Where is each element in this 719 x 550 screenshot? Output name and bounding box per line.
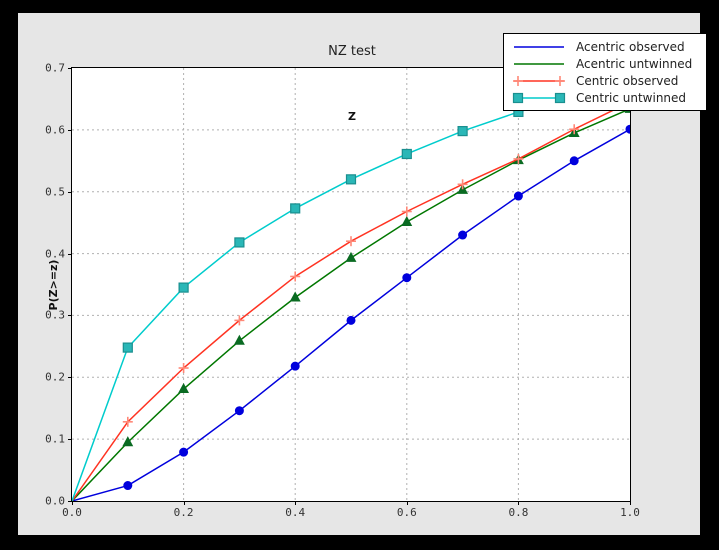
y-tick-mark	[68, 439, 72, 441]
x-tick-label: 0.8	[508, 506, 529, 519]
matplotlib-figure: NZ test P(Z>=z) Z 0.0 0.1 0.2 0.3 0.4 0.5 0.6 0…	[18, 13, 707, 535]
y-tick-label: 0.1	[45, 432, 65, 446]
legend-item-0[interactable]: Acentric observed	[510, 38, 700, 55]
y-tick-label: 0.3	[45, 308, 65, 322]
series-3	[72, 77, 630, 501]
y-axis-label: P(Z>=z)	[46, 259, 60, 310]
chart-legend: Acentric observed Acentric untwinned Centr…	[503, 33, 707, 111]
x-tick-label: 0.0	[62, 506, 82, 519]
y-tick-label: 0.7	[45, 61, 65, 75]
series-1	[72, 102, 630, 501]
legend-label: Acentric untwinned	[576, 56, 693, 71]
legend-swatch-circle-icon	[510, 39, 568, 55]
series-0	[72, 124, 630, 501]
x-tick-label: 0.2	[173, 506, 194, 519]
x-tick-mark	[518, 501, 520, 505]
y-tick-mark	[68, 377, 72, 379]
y-tick-mark	[68, 129, 72, 131]
legend-swatch-plus-icon	[510, 73, 568, 89]
legend-swatch-triangle-icon	[510, 56, 568, 72]
x-tick-mark	[406, 501, 408, 505]
legend-label: Acentric observed	[576, 39, 685, 54]
x-tick-mark	[630, 501, 631, 505]
legend-item-1[interactable]: Acentric untwinned	[510, 55, 700, 72]
y-tick-label: 0.2	[45, 370, 65, 384]
y-tick-mark	[68, 253, 72, 255]
x-tick-label: 0.4	[285, 506, 306, 519]
y-tick-label: 0.0	[45, 494, 65, 508]
y-tick-label: 0.4	[45, 247, 65, 261]
y-tick-mark	[68, 501, 72, 502]
legend-label: Centric observed	[576, 73, 679, 88]
plot-axes: NZ test P(Z>=z) Z 0.0 0.1 0.2 0.3 0.4 0.5 0.6 0…	[45, 44, 640, 519]
y-tick-label: 0.6	[45, 123, 65, 137]
legend-swatch-square-icon	[510, 90, 568, 106]
x-tick-mark	[295, 501, 297, 505]
series-2	[72, 97, 630, 501]
y-tick-mark	[68, 191, 72, 193]
legend-item-3[interactable]: Centric untwinned	[510, 89, 700, 106]
legend-label: Centric untwinned	[576, 90, 687, 105]
y-tick-label: 0.5	[45, 185, 65, 199]
y-tick-mark	[68, 315, 72, 317]
gridlines	[72, 68, 630, 501]
x-tick-label: 0.6	[396, 506, 417, 519]
x-tick-mark	[72, 501, 73, 505]
x-axis-label: Z	[348, 110, 356, 123]
x-tick-mark	[183, 501, 185, 505]
chart-canvas	[72, 68, 630, 501]
x-tick-label: 1.0	[620, 506, 640, 519]
chart-title: NZ test	[328, 44, 376, 59]
y-tick-mark	[68, 68, 72, 69]
legend-item-2[interactable]: Centric observed	[510, 72, 700, 89]
